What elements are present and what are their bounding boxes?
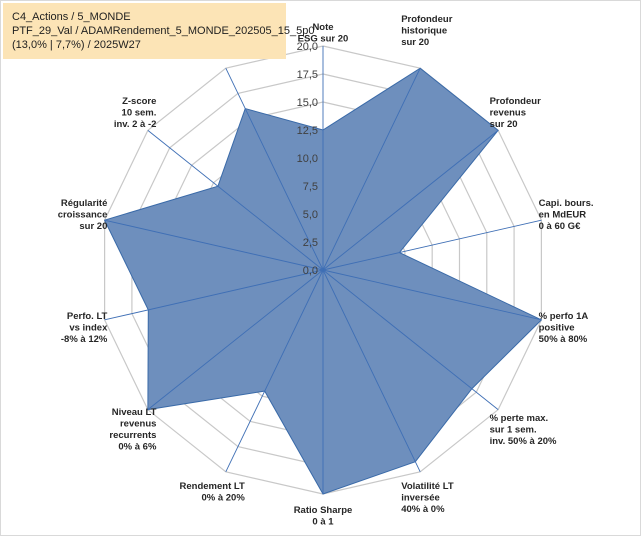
axis-label-line: Perfo. LT [67, 311, 108, 322]
axis-label-line: Rendement LT [180, 481, 245, 492]
axis-label-line: inv. 50% à 20% [490, 436, 557, 447]
tick-label: 0,0 [303, 265, 318, 277]
axis-label-line: Niveau LT [112, 407, 157, 418]
axis-label-line: historique [401, 26, 447, 37]
axis-label-line: % perte max. [490, 413, 549, 424]
axis-spoke [322, 129, 499, 271]
tick-label: 7,5 [303, 181, 318, 193]
axis-label-line: 50% à 80% [539, 334, 588, 345]
axis-label-line: inversée [401, 492, 440, 503]
axis-spoke [322, 269, 542, 321]
axis-label-line: Ratio Sharpe [294, 505, 353, 516]
axis-label-line: Profondeur [401, 14, 452, 25]
tick-label: 10,0 [297, 153, 318, 165]
axis-label-line: vs index [69, 323, 108, 334]
axis-spoke [322, 219, 542, 271]
axis-label: Capi. bours. en MdEUR 0 à 60 G€ [539, 198, 594, 232]
axis-label-line: 0% à 20% [201, 492, 245, 503]
axis-label: Perfo. LT vs index -8% à 12% [61, 311, 108, 345]
axis-label: Niveau LT revenus recurrents 0% à 6% [109, 407, 157, 453]
axis-label: Z-score 10 sem. inv. 2 à -2 [114, 96, 157, 130]
tick-layer: 0,0 2,5 5,0 7,5 10,0 12,5 15,0 17,5 20,0 [297, 41, 318, 277]
axis-label-line: croissance [58, 209, 108, 220]
axis-label: Ratio Sharpe 0 à 1 [294, 505, 353, 528]
axis-spoke [225, 269, 324, 473]
axis-spoke [322, 67, 421, 271]
axis-spoke [322, 269, 499, 411]
axis-label-line: % perfo 1A [539, 311, 589, 322]
axis-label: Profondeur revenus sur 20 [490, 96, 541, 130]
tick-label: 5,0 [303, 209, 318, 221]
axis-label-line: 10 sem. [122, 108, 157, 119]
axis-label-line: 0 à 60 G€ [539, 221, 581, 232]
axis-label-line: revenus [490, 108, 526, 119]
axis-label-line: Volatilité LT [401, 481, 454, 492]
axis-spoke [104, 269, 324, 321]
tick-label: 20,0 [297, 41, 318, 53]
tick-label: 2,5 [303, 237, 318, 249]
axis-label: Rendement LT 0% à 20% [180, 481, 246, 504]
axis-spoke [147, 129, 324, 271]
axis-label-line: Z-score [122, 96, 156, 107]
info-line-3: (13,0% | 7,7%) / 2025W27 [12, 39, 141, 51]
axis-spoke [225, 67, 324, 271]
axis-label-line: ESG sur 20 [298, 34, 349, 45]
axis-label-line: inv. 2 à -2 [114, 119, 157, 130]
axis-label: % perte max. sur 1 sem. inv. 50% à 20% [490, 413, 557, 447]
info-box: C4_Actions / 5_MONDE PTF_29_Val / ADAMRe… [3, 3, 314, 59]
axis-label: Volatilité LT inversée 40% à 0% [401, 481, 454, 515]
axis-label-line: -8% à 12% [61, 334, 108, 345]
axis-spoke [322, 269, 421, 473]
tick-label: 15,0 [297, 97, 318, 109]
axis-label-line: Profondeur [490, 96, 541, 107]
axis-label-line: en MdEUR [539, 209, 587, 220]
axis-label-line: 0 à 1 [312, 517, 334, 528]
info-line-1: C4_Actions / 5_MONDE [12, 11, 131, 23]
axis-label-line: sur 20 [490, 119, 518, 130]
spoke-layer [104, 46, 542, 494]
axis-label: Régularité croissance sur 20 [58, 198, 108, 232]
axis-label: Profondeur historique sur 20 [401, 14, 452, 48]
axis-label-line: recurrents [109, 430, 156, 441]
axis-label-line: positive [539, 323, 575, 334]
axis-spoke [104, 219, 324, 271]
axis-label-line: 40% à 0% [401, 504, 445, 515]
axis-label-line: sur 1 sem. [490, 424, 537, 435]
axis-label-line: 0% à 6% [118, 442, 157, 453]
axis-label-line: sur 20 [79, 221, 107, 232]
axis-label: Note ESG sur 20 [298, 22, 349, 45]
axis-label-line: Régularité [61, 198, 107, 209]
axis-spoke [147, 269, 324, 411]
info-line-2: PTF_29_Val / ADAMRendement_5_MONDE_20250… [12, 25, 315, 37]
tick-label: 12,5 [297, 125, 318, 137]
tick-label: 17,5 [297, 69, 318, 81]
axis-label: % perfo 1A positive 50% à 80% [539, 311, 589, 345]
axis-label-line: Capi. bours. [539, 198, 594, 209]
axis-label-line: revenus [120, 419, 156, 430]
axis-label-line: Note [312, 22, 333, 33]
axis-label-line: sur 20 [401, 37, 429, 48]
